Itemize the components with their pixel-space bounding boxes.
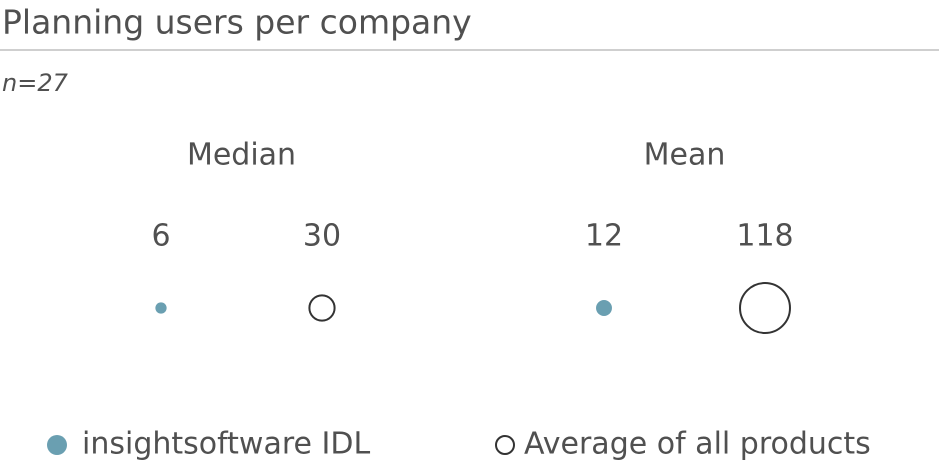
legend-label: insightsoftware IDL [82, 427, 370, 462]
legend-label: Average of all products [524, 427, 871, 462]
value-label: 30 [303, 219, 341, 254]
legend-marker [495, 435, 515, 455]
bubble [739, 282, 791, 334]
legend-marker [47, 435, 67, 455]
chart-title: Planning users per company [2, 3, 472, 42]
value-label: 118 [736, 219, 793, 254]
chart-subtitle: n=27 [2, 69, 69, 97]
value-label: 12 [585, 219, 623, 254]
bubble [308, 294, 336, 322]
bubble [155, 302, 167, 314]
group-label: Median [187, 138, 296, 173]
value-label: 6 [151, 219, 170, 254]
bubble [596, 300, 612, 316]
group-label: Mean [644, 138, 726, 173]
